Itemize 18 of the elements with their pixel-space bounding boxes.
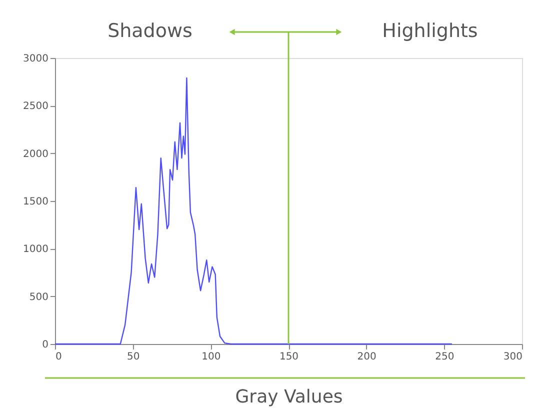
x-tick-label: 200 [357, 352, 376, 362]
text: Highlights [382, 20, 478, 42]
x-tick-label: 150 [279, 352, 299, 362]
x-tick-label: 50 [126, 352, 140, 362]
y-tick-label: 1500 [23, 196, 48, 208]
y-tick-label: 0 [42, 340, 48, 350]
y-tick-label: 3000 [23, 54, 48, 64]
x-tick-label: 300 [503, 352, 522, 362]
y-tick-label: 2500 [23, 101, 48, 112]
y-tick-label: 2000 [23, 148, 48, 160]
x-tick-label: 100 [202, 352, 221, 362]
line-series [54, 77, 453, 345]
x-tick-label: 250 [435, 352, 454, 362]
x-tick-label: 0 [56, 352, 62, 362]
y-tick-label: 500 [29, 292, 48, 303]
x-axis-title: Gray Values [235, 386, 343, 408]
text: Shadows [108, 20, 192, 42]
y-tick-label: 1000 [23, 244, 48, 256]
